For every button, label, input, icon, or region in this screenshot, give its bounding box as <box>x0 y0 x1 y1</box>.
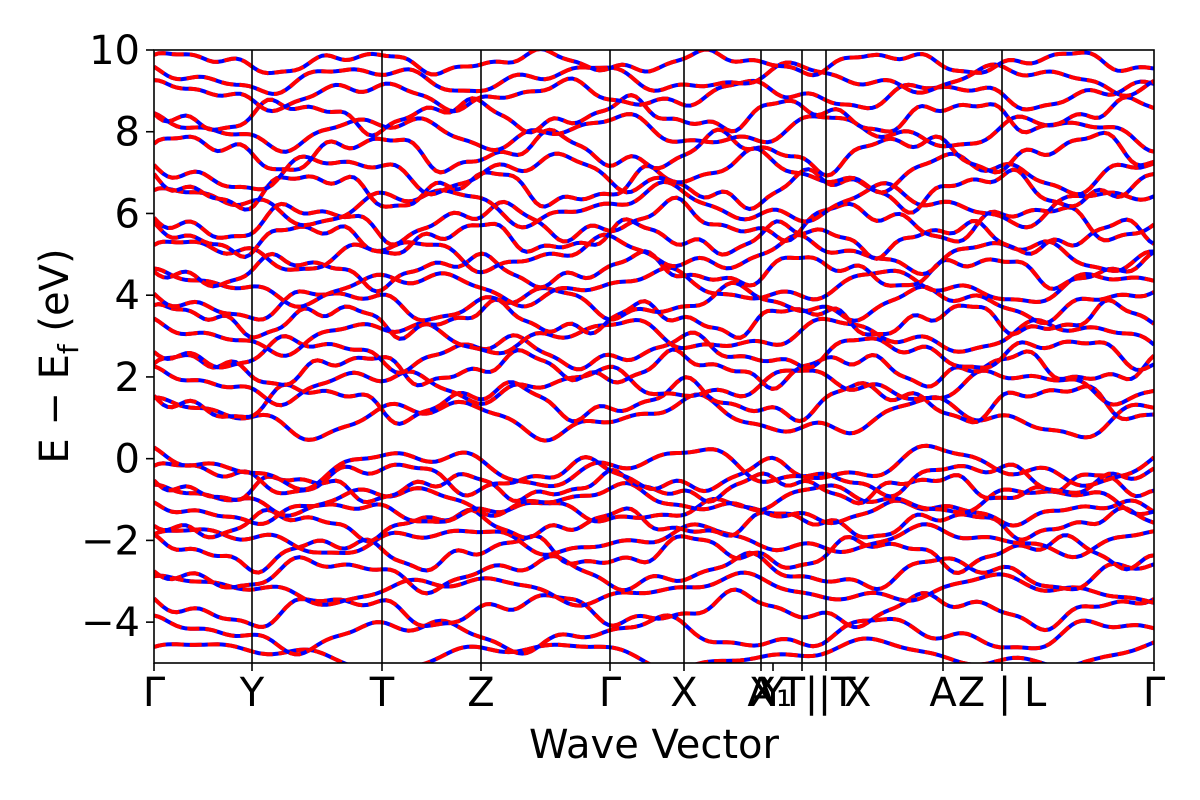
band-line-spin-down <box>154 505 1154 544</box>
x-tick-label: Γ <box>1143 670 1166 716</box>
band-line-spin-down <box>154 375 1154 426</box>
x-tick-label: A <box>747 670 775 716</box>
plot-frame <box>153 49 1155 664</box>
band-line-spin-down <box>154 232 1154 277</box>
x-tick-label: T | X <box>780 670 872 716</box>
band-line-spin-down <box>154 280 1154 326</box>
band-line-spin-up <box>154 76 1154 114</box>
band-line-spin-down <box>154 195 1154 247</box>
y-axis-title-main: E − E <box>32 354 78 464</box>
band-line-spin-up <box>154 280 1154 326</box>
band-line-spin-down <box>154 550 1154 596</box>
y-ticks: −4 −2 0 2 4 6 8 10 <box>81 28 154 646</box>
band-line-spin-down <box>154 455 1154 499</box>
band-line-spin-down <box>154 217 1154 261</box>
band-line-spin-down <box>154 127 1154 178</box>
y-tick-label: 2 <box>115 355 140 401</box>
band-line-spin-down <box>154 364 1154 408</box>
band-line-spin-down <box>154 392 1154 443</box>
x-tick-label: X <box>670 670 697 716</box>
x-tick-label: Z <box>467 670 494 716</box>
y-axis-title-unit: (eV) <box>32 248 78 344</box>
y-tick-label: 4 <box>115 273 140 319</box>
band-line-spin-down <box>154 164 1154 215</box>
y-tick-label: 0 <box>115 437 140 483</box>
y-tick-label: −4 <box>81 600 140 646</box>
x-tick-label: Y <box>239 670 265 716</box>
x-tick-label: Z | L <box>958 670 1047 716</box>
y-tick-label: −2 <box>81 518 140 564</box>
band-line-spin-down <box>154 347 1154 391</box>
kpath-lines <box>251 50 1003 663</box>
bands-layer <box>154 50 1154 663</box>
x-tick-label: Γ <box>599 670 622 716</box>
band-line-spin-down <box>154 50 1154 78</box>
band-line-spin-down <box>154 522 1154 560</box>
band-line-spin-up <box>154 265 1154 309</box>
band-line-spin-down <box>154 532 1154 576</box>
band-line-spin-down <box>154 111 1154 154</box>
x-tick-label: Y <box>760 670 786 716</box>
x-tick-label: T <box>369 670 395 716</box>
band-line-spin-down <box>154 60 1154 98</box>
band-line-spin-down <box>154 443 1154 492</box>
band-line-spin-down <box>154 587 1154 633</box>
band-line-spin-down <box>154 316 1154 358</box>
y-axis-title-subscript: f <box>52 343 85 354</box>
x-tick-label: Γ <box>143 670 166 716</box>
band-line-spin-down <box>154 265 1154 309</box>
band-line-spin-down <box>154 330 1154 375</box>
x-tick-label: X₁ | T <box>749 670 856 716</box>
y-tick-label: 8 <box>115 110 140 156</box>
y-tick-label: 6 <box>115 191 140 237</box>
band-line-spin-down <box>154 570 1154 608</box>
y-axis-title: E − Ef (eV) <box>32 248 85 463</box>
band-line-spin-down <box>154 636 1154 663</box>
x-axis-title: Wave Vector <box>529 722 780 768</box>
band-line-spin-down <box>154 297 1154 341</box>
band-line-spin-down <box>154 179 1154 230</box>
band-line-spin-up <box>154 179 1154 230</box>
x-tick-label: A <box>929 670 957 716</box>
band-line-spin-up <box>154 587 1154 633</box>
band-line-spin-down <box>154 93 1154 138</box>
band-line-spin-down <box>154 496 1154 528</box>
band-line-spin-up <box>154 195 1154 247</box>
y-tick-label: 10 <box>89 28 140 74</box>
